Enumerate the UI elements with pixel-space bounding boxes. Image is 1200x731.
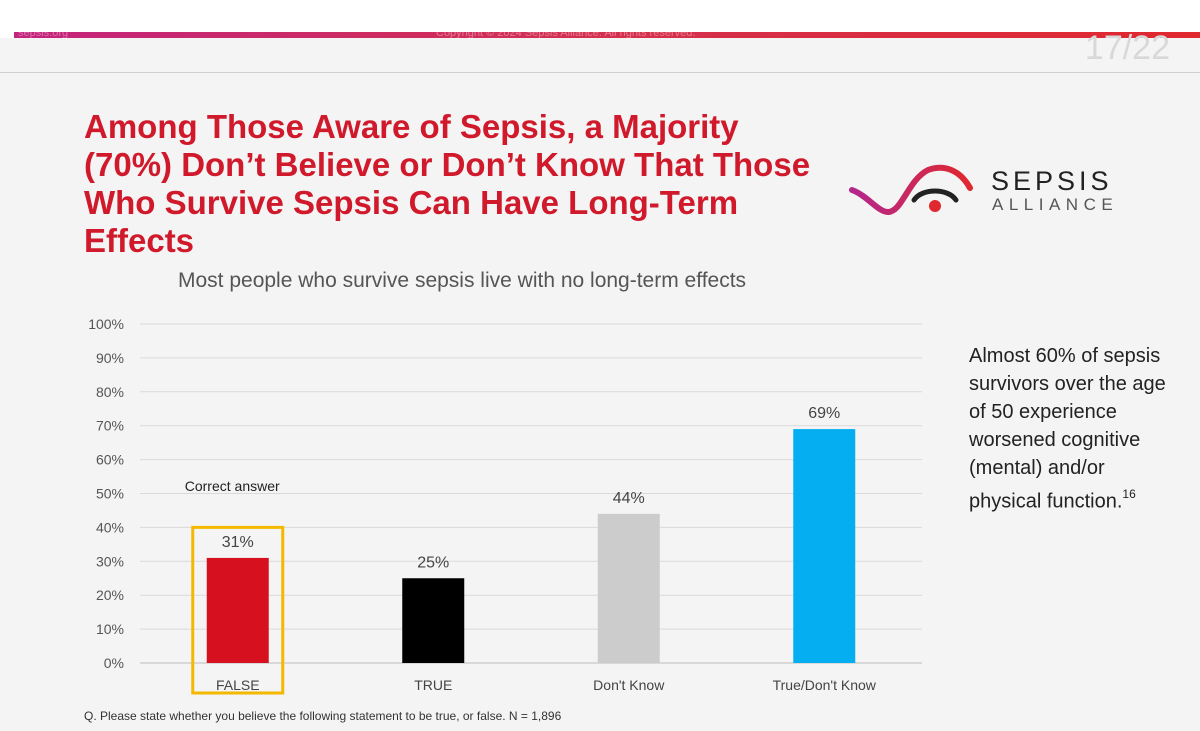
- correct-answer-highlight-box: [191, 525, 285, 695]
- bar-value-label: 25%: [417, 554, 449, 571]
- bar: [597, 513, 660, 663]
- bar-value-label: 69%: [808, 405, 840, 422]
- page-number: 17/22: [1084, 33, 1170, 65]
- x-tick-label: Don't Know: [593, 677, 665, 693]
- y-tick-label: 40%: [96, 519, 124, 535]
- y-tick-label: 30%: [96, 553, 124, 569]
- x-tick-label: FALSE: [216, 677, 260, 693]
- previous-slide-copyright: Copyright © 2024 Sepsis Alliance. All ri…: [436, 27, 696, 39]
- y-tick-label: 50%: [96, 486, 124, 502]
- y-tick-label: 60%: [96, 452, 124, 468]
- y-tick-label: 10%: [96, 621, 124, 637]
- x-tick-label: TRUE: [414, 677, 452, 693]
- y-tick-label: 90%: [96, 350, 124, 366]
- survey-question-footnote: Q. Please state whether you believe the …: [84, 709, 562, 723]
- previous-slide-footer-bar: [14, 32, 1200, 38]
- logo-mark-icon: [849, 164, 973, 216]
- slide-title: Among Those Aware of Sepsis, a Majority …: [84, 108, 811, 259]
- y-tick-label: 20%: [96, 587, 124, 603]
- chart-title: Most people who survive sepsis live with…: [178, 269, 747, 292]
- correct-answer-label: Correct answer: [185, 478, 280, 494]
- bar-value-label: 44%: [613, 490, 645, 507]
- y-tick-label: 0%: [104, 655, 124, 671]
- side-note: Almost 60% of sepsis survivors over the …: [969, 342, 1174, 516]
- logo-wordmark-alliance: ALLIANCE: [992, 195, 1119, 214]
- logo-wordmark-sepsis: SEPSIS: [991, 166, 1113, 196]
- y-tick-label: 80%: [96, 384, 124, 400]
- y-tick-label: 70%: [96, 418, 124, 434]
- previous-slide-site: sepsis.org: [18, 27, 69, 39]
- side-note-text: Almost 60% of sepsis survivors over the …: [969, 345, 1166, 513]
- page-separator: [0, 72, 1200, 73]
- side-note-reference: 16: [1122, 487, 1136, 501]
- top-strip: [0, 0, 1200, 38]
- bar: [402, 578, 465, 663]
- sepsis-alliance-logo: SEPSIS ALLIANCE: [848, 160, 1148, 220]
- x-tick-label: True/Don't Know: [773, 677, 877, 693]
- bar-value-label: 31%: [222, 534, 254, 551]
- y-tick-label: 100%: [88, 316, 124, 332]
- bar: [206, 557, 269, 663]
- bar: [793, 429, 856, 663]
